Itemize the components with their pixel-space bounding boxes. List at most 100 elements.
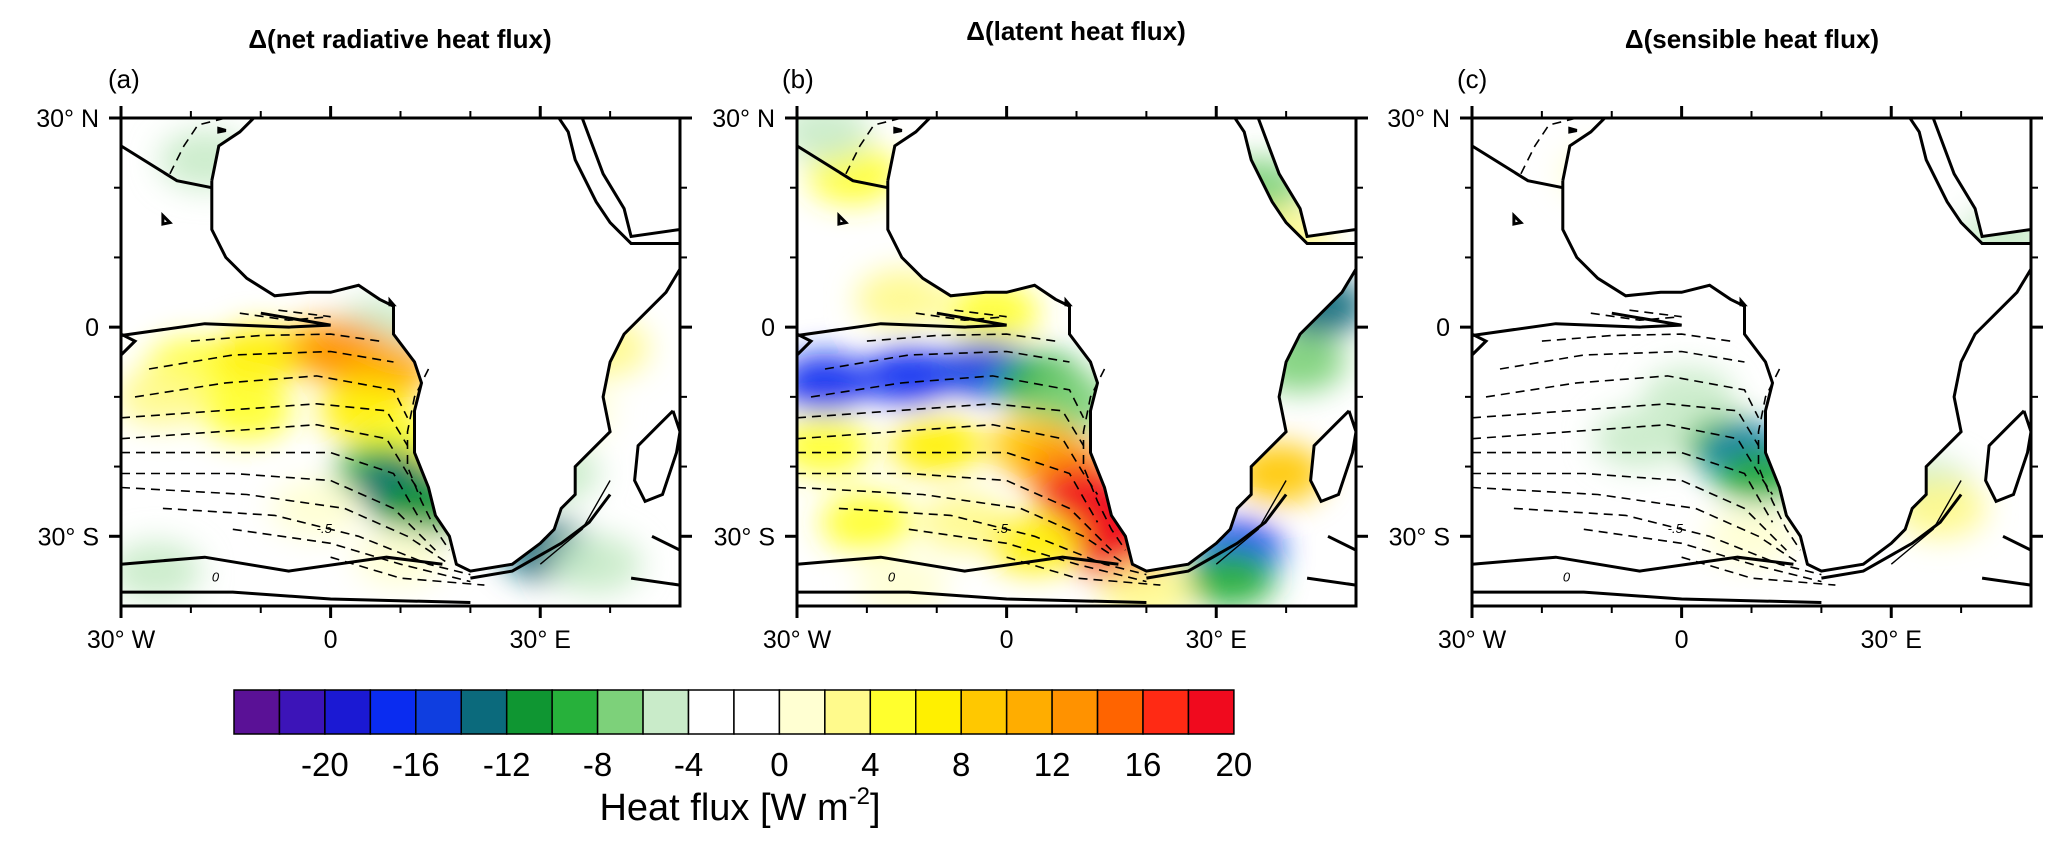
arabia-coastline xyxy=(1931,118,2031,239)
negative-contour-line xyxy=(1757,368,1802,551)
panel-title: Δ(net radiative heat flux) xyxy=(248,24,551,54)
zero-contour-line xyxy=(797,332,814,357)
colorbar-swatch xyxy=(369,689,417,735)
colorbar-swatch xyxy=(1005,689,1053,735)
negative-contour-line xyxy=(121,402,409,447)
island-coastline xyxy=(217,126,227,134)
zero-contour-line xyxy=(121,311,331,337)
negative-contour-line xyxy=(797,423,1099,495)
flux-shading-cell xyxy=(1642,366,1735,427)
colorbar-tick-label: 0 xyxy=(770,746,788,783)
colorbar-title: Heat flux [W m-2] xyxy=(599,783,880,829)
flux-shading-cell xyxy=(550,534,643,595)
y-tick-label: 30° N xyxy=(36,105,99,133)
colorbar-swatch xyxy=(642,689,690,735)
island-coastline xyxy=(837,211,849,226)
colorbar-title-exponent: -2 xyxy=(849,783,870,810)
colorbar: -20 -16 -12 -8 -4 0 4 8 12 16 20 Heat flux [W m-2] xyxy=(233,689,1252,829)
flux-shading-cell xyxy=(1593,408,1686,469)
contour-label: -.5 xyxy=(317,521,333,536)
negative-contour-line xyxy=(169,118,226,175)
colorbar-swatch xyxy=(687,689,735,735)
negative-contour-line xyxy=(908,528,1147,583)
panel-letter: (a) xyxy=(108,64,140,94)
panel-a: Δ(net radiative heat flux) (a) 0 -.5 30° … xyxy=(36,24,692,654)
zero-contour-line xyxy=(1472,332,1489,357)
flux-shading-cell xyxy=(797,415,871,476)
tick-layer: 30° W 0 30° E 30° N 0 30° S xyxy=(712,105,1368,654)
y-tick-label: 0 xyxy=(1436,314,1450,342)
colorbar-tick-label: 16 xyxy=(1125,746,1162,783)
negative-contour-line xyxy=(1520,118,1577,175)
map-area: 0 -.5 30° W 0 30° E 30° N 0 30° S xyxy=(1387,105,2043,654)
negative-contour-line xyxy=(824,350,1070,370)
africa-coastline xyxy=(1561,118,2031,573)
flux-shading-cell xyxy=(354,527,447,588)
y-tick-label: 30° S xyxy=(1389,523,1450,551)
colorbar-swatch xyxy=(460,689,508,735)
zero-contour-line xyxy=(1472,144,1564,190)
x-tick-label: 30° E xyxy=(1861,626,1922,654)
negative-contour-line xyxy=(1513,507,1822,576)
colorbar-swatch xyxy=(551,689,599,735)
y-tick-label: 0 xyxy=(85,314,99,342)
x-tick-label: 30° W xyxy=(1438,626,1507,654)
negative-contour-line xyxy=(162,507,471,576)
y-tick-label: 30° S xyxy=(714,523,775,551)
zero-contour-line xyxy=(121,332,138,357)
island-coastline xyxy=(1064,296,1073,307)
colorbar-tick-label: -8 xyxy=(583,746,612,783)
madagascar-coastline xyxy=(1984,409,2031,504)
colorbar-swatch xyxy=(1142,689,1190,735)
negative-contour-line xyxy=(1472,486,1801,565)
zero-contour-line xyxy=(1472,311,1682,337)
colorbar-swatch xyxy=(415,689,462,735)
zero-contour-line xyxy=(1472,555,1794,573)
negative-contour-line xyxy=(406,368,451,551)
x-tick-label: 30° W xyxy=(763,626,832,654)
colorbar-tick-label: -20 xyxy=(301,746,349,783)
negative-contour-line xyxy=(797,402,1085,447)
arabia-coastline xyxy=(1256,118,1356,239)
panel-letter: (c) xyxy=(1457,64,1487,94)
contour-label: 0 xyxy=(1563,570,1571,585)
negative-contour-line xyxy=(838,507,1147,576)
africa-coastline xyxy=(210,118,680,573)
negative-contour-line xyxy=(121,486,450,565)
negative-contour-line xyxy=(866,333,1056,342)
coastline-layer xyxy=(1512,118,2031,573)
zero-contour-line xyxy=(470,493,612,580)
zero-contour-line xyxy=(1821,493,1963,580)
zero-contour-line xyxy=(121,144,213,190)
zero-contour-line xyxy=(797,311,1007,337)
flux-shading-cell xyxy=(121,541,202,602)
negative-contour-line xyxy=(1082,368,1127,551)
negative-contour-line xyxy=(190,333,380,342)
colorbar-swatch xyxy=(324,689,372,735)
contour-label: 0 xyxy=(212,570,220,585)
flux-shading-cell xyxy=(855,269,948,330)
colorbar-boxes xyxy=(233,689,1235,735)
colorbar-swatch xyxy=(233,689,281,735)
negative-contour-line xyxy=(1541,333,1731,342)
tick-layer: 30° W 0 30° E 30° N 0 30° S xyxy=(1387,105,2043,654)
negative-contour-line xyxy=(1485,375,1760,419)
colorbar-swatch xyxy=(1096,689,1144,735)
coastline-layer xyxy=(837,118,1356,573)
island-coastline xyxy=(1568,126,1578,134)
contour-layer: 0 -.5 xyxy=(1472,118,2031,604)
colorbar-swatch xyxy=(869,689,917,735)
colorbar-tick-label: 8 xyxy=(952,746,970,783)
panel-title: Δ(latent heat flux) xyxy=(966,16,1185,46)
negative-contour-line xyxy=(797,486,1126,565)
island-coastline xyxy=(1512,211,1524,226)
coastline-layer xyxy=(161,118,680,573)
contour-label: -.5 xyxy=(993,521,1009,536)
x-tick-label: 30° W xyxy=(87,626,156,654)
x-tick-label: 0 xyxy=(324,626,338,654)
flux-shading-cell xyxy=(797,118,871,162)
panel-b: Δ(latent heat flux) (b) 0 -.5 30° W 0 30° E… xyxy=(712,16,1368,654)
negative-contour-line xyxy=(1472,423,1774,495)
flux-shading-cell xyxy=(200,380,293,441)
